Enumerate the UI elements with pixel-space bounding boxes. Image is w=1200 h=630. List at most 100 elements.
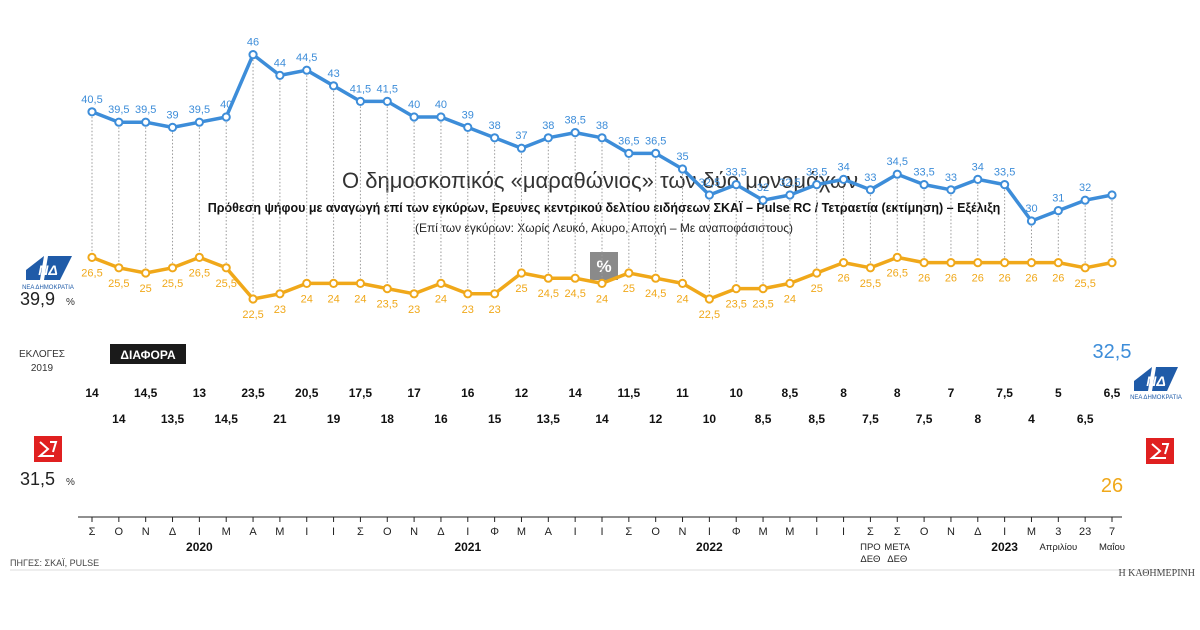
nd-value-label: 36,5	[645, 135, 666, 147]
difference-value: 7,5	[916, 412, 933, 426]
nd-value-label: 34,5	[887, 156, 908, 168]
syriza-point	[221, 263, 231, 273]
difference-value: 5	[1055, 386, 1062, 400]
x-tick-label: Δ	[974, 526, 982, 538]
x-tick-label: Ν	[142, 526, 150, 538]
x-sub-label: ΔΕΘ	[860, 554, 880, 565]
x-tick-label: Σ	[89, 526, 96, 538]
syriza-value-label: 26,5	[81, 267, 102, 279]
nd-value-label: 33,5	[913, 167, 934, 179]
difference-value: 8,5	[755, 412, 772, 426]
nd-point	[141, 117, 151, 127]
nd-value-label: 44	[274, 57, 286, 69]
nd-point	[597, 133, 607, 143]
nd-logo-right-text: ΝΔ	[1146, 373, 1166, 389]
x-tick-label: Ι	[1003, 526, 1006, 538]
difference-value: 12	[515, 386, 529, 400]
syriza-point	[731, 284, 741, 294]
syriza-value-label: 23	[408, 304, 420, 316]
difference-value: 19	[327, 412, 341, 426]
x-tick-label: Ι	[332, 526, 335, 538]
sources-label: ΠΗΓΕΣ: ΣΚΑΪ, PULSE	[10, 558, 99, 568]
nd-point	[651, 148, 661, 158]
x-tick-label: Ι	[815, 526, 818, 538]
syriza-value-label: 24,5	[564, 288, 585, 300]
difference-value: 8	[894, 386, 901, 400]
x-tick-label: Σ	[867, 526, 874, 538]
difference-value: 14	[595, 412, 609, 426]
syriza-point	[141, 268, 151, 278]
syriza-point	[570, 273, 580, 283]
nd-value-label: 32,5	[779, 177, 800, 189]
difference-value: 21	[273, 412, 287, 426]
syriza-point	[812, 268, 822, 278]
syriza-value-label: 25	[811, 283, 823, 295]
difference-box	[110, 344, 186, 364]
nd-point	[1000, 180, 1010, 190]
x-sub-label: ΔΕΘ	[887, 554, 907, 565]
x-tick-label: Ι	[842, 526, 845, 538]
x-tick-label: Ο	[115, 526, 124, 538]
nd-point	[221, 112, 231, 122]
nd-value-label: 32	[1079, 182, 1091, 194]
nd-point	[704, 190, 714, 200]
nd-value-label: 40	[220, 99, 232, 111]
nd-point	[516, 143, 527, 153]
nd-value-label: 39,5	[189, 104, 210, 116]
year-label: 2023	[991, 540, 1018, 554]
syriza-value-label: 23,5	[752, 299, 773, 311]
nd-point	[87, 107, 97, 117]
syriza-value-label: 25,5	[1074, 278, 1095, 290]
x-tick-label: Σ	[625, 526, 632, 538]
x-axis: Σ Ο Ν Δ Ι Μ Α Μ Ι Ι Σ Ο Ν Δ Ι Φ Μ Α Ι Ι Σ Ο Ν Ι Φ Μ Μ Ι Ι ΣΠΡΟΔΕΘΣΜΕΤ…	[89, 517, 1125, 565]
syriza-election-value: 31,5	[20, 469, 55, 489]
syriza-point	[785, 278, 795, 288]
nd-value-label: 34	[837, 161, 849, 173]
syriza-point	[490, 289, 500, 299]
value-labels: 40,5 26,5 39,5 25,5 39,5 25 39 25,5 39,5 26,5 40 25…	[81, 37, 1096, 321]
x-tick-label: Ν	[679, 526, 687, 538]
syriza-value-label: 24	[301, 293, 313, 305]
nd-value-label: 36,5	[618, 135, 639, 147]
nd-point	[114, 117, 124, 127]
nd-value-label: 33	[864, 172, 876, 184]
syriza-value-label: 26	[1025, 273, 1037, 285]
nd-value-label: 33,5	[806, 167, 827, 179]
x-tick-label: Φ	[732, 526, 741, 538]
nd-logo-left: ΝΔ ΝΕΑ ΔΗΜΟΚΡΑΤΙΑ	[22, 256, 74, 291]
nd-logo-right: ΝΔ ΝΕΑ ΔΗΜΟΚΡΑΤΙΑ	[1130, 367, 1182, 401]
difference-value: 10	[730, 386, 744, 400]
syriza-value-label: 24	[327, 293, 339, 305]
chart-title: Ο δημοσκοπικός «μαραθώνιος» των δύο μονο…	[342, 168, 858, 193]
syriza-value-label: 26	[1052, 273, 1064, 285]
nd-election-pct: %	[66, 297, 75, 308]
x-tick-label: Δ	[437, 526, 445, 538]
percent-label: %	[596, 257, 611, 276]
x-tick-label: Ι	[305, 526, 308, 538]
x-tick-label: Α	[545, 526, 553, 538]
nd-point	[570, 128, 580, 138]
difference-value: 7,5	[862, 412, 879, 426]
nd-value-label: 35	[676, 151, 688, 163]
nd-value-label: 33,5	[725, 167, 746, 179]
x-tick-label: Ο	[651, 526, 660, 538]
nd-value-label: 31	[1052, 193, 1064, 205]
nd-point	[355, 96, 366, 107]
nd-point	[167, 122, 178, 133]
x-tick-label: Ο	[383, 526, 392, 538]
difference-value: 7	[948, 386, 955, 400]
difference-value: 14	[85, 386, 99, 400]
nd-value-label: 44,5	[296, 52, 317, 64]
nd-point	[1053, 206, 1063, 216]
syriza-value-label: 26,5	[887, 267, 908, 279]
syriza-value-label: 25	[515, 283, 527, 295]
nd-value-label: 40	[435, 99, 447, 111]
syriza-value-label: 22,5	[242, 309, 263, 321]
difference-value: 20,5	[295, 386, 319, 400]
x-tick-label: Ι	[198, 526, 201, 538]
syriza-last-value: 26	[1101, 475, 1123, 497]
syriza-point	[865, 263, 876, 273]
difference-value: 11	[676, 386, 689, 400]
syriza-value-label: 24	[676, 293, 688, 305]
